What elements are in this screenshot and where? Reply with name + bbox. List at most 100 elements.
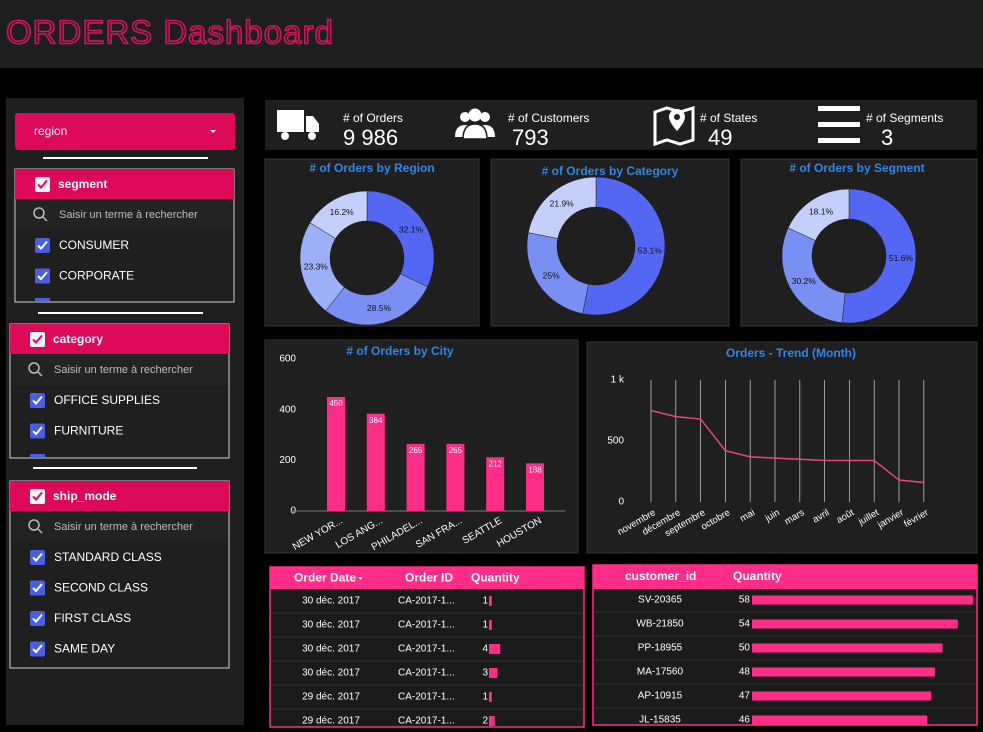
check-mark	[32, 334, 43, 344]
search-icon	[28, 362, 40, 374]
check-mark	[32, 491, 43, 501]
checkbox	[30, 454, 45, 457]
cell: AP-10915	[638, 691, 683, 702]
checkbox	[35, 298, 50, 301]
filter-title: ship_mode	[53, 489, 117, 503]
search-row	[11, 512, 228, 542]
search-icon	[42, 216, 48, 222]
data-label: 51.6%	[889, 253, 914, 263]
cell: 30 déc. 2017	[302, 644, 360, 655]
kpi-value: 793	[512, 125, 549, 150]
cell: CA-2017-1...	[398, 644, 455, 655]
quantity-bar	[752, 619, 958, 629]
dashboard-title: ORDERS Dashboard	[6, 14, 334, 51]
y-tick-label: 600	[279, 354, 296, 365]
column-header: Order ID	[405, 571, 453, 585]
kpi-value: 3	[881, 125, 893, 150]
bar	[366, 413, 385, 511]
chart-title: # of Orders by Region	[309, 161, 434, 175]
cell: SV-20365	[638, 595, 682, 606]
chart-panel	[586, 341, 978, 554]
filter-item: FIRST CLASS	[54, 611, 131, 625]
data-label: 25%	[543, 270, 560, 280]
search-icon	[37, 371, 43, 377]
cell: CA-2017-1...	[398, 668, 455, 679]
quantity-bar	[489, 692, 492, 702]
cell: CA-2017-1...	[398, 692, 455, 703]
check-mark	[32, 426, 43, 436]
kpi-value: 9 986	[343, 125, 398, 150]
bar	[526, 463, 544, 511]
column-header: customer_id	[625, 569, 696, 583]
chart-title: # of Orders by Segment	[789, 161, 924, 175]
cell: 1	[482, 596, 488, 607]
filter-item: SAME DAY	[54, 642, 115, 656]
kpi-label: # of Orders	[343, 111, 403, 125]
quantity-bar	[489, 644, 501, 654]
data-label: 21.9%	[550, 199, 575, 209]
bar	[446, 443, 465, 511]
table-header	[270, 567, 584, 589]
search-icon	[28, 519, 40, 531]
kpi-value: 49	[708, 125, 732, 150]
check-mark	[32, 583, 43, 593]
table-panel	[269, 566, 585, 728]
column-header: Quantity	[471, 571, 520, 585]
filter-item: OFFICE SUPPLIES	[54, 393, 160, 407]
filter-item: CORPORATE	[59, 269, 134, 283]
cell: 2	[482, 716, 488, 727]
data-label: 18.1%	[809, 206, 834, 216]
dropdown-arrow	[210, 130, 216, 133]
check-mark	[37, 240, 48, 250]
cell: CA-2017-1...	[398, 596, 455, 607]
cell: 47	[739, 691, 751, 702]
search-placeholder: Saisir un terme à rechercher	[54, 521, 193, 533]
cell: 54	[739, 619, 751, 630]
customers-icon	[455, 108, 495, 140]
y-tick-label: 400	[279, 404, 296, 415]
cell: 29 déc. 2017	[302, 692, 360, 703]
check-mark	[32, 644, 43, 654]
search-row	[16, 200, 233, 230]
column-header[interactable]: Order Date	[294, 571, 356, 585]
table-header	[593, 565, 977, 589]
data-label: 30.2%	[792, 276, 817, 286]
cell: 30 déc. 2017	[302, 620, 360, 631]
region-dropdown[interactable]	[15, 113, 235, 150]
segments-icon	[818, 106, 860, 143]
filter-item: SECOND CLASS	[54, 581, 148, 595]
truck-icon	[277, 110, 319, 140]
check-mark	[37, 271, 48, 281]
cell: 58	[739, 595, 751, 606]
quantity-bar	[752, 691, 932, 701]
kpi-label: # of Customers	[508, 111, 589, 125]
data-label: 212	[489, 459, 503, 468]
data-label: 384	[369, 416, 383, 425]
y-tick-label: 200	[279, 455, 296, 466]
bar	[327, 397, 345, 511]
cell: 48	[739, 667, 751, 678]
chart-title: # of Orders by Category	[542, 164, 679, 178]
quantity-bar	[489, 716, 495, 726]
quantity-bar	[489, 596, 492, 606]
quantity-bar	[752, 715, 928, 725]
data-label: 16.2%	[330, 207, 355, 217]
donut-slice	[841, 188, 917, 324]
quantity-bar	[489, 620, 492, 630]
cell: 30 déc. 2017	[302, 596, 360, 607]
check-mark	[32, 613, 43, 623]
cell: PP-18955	[638, 643, 683, 654]
search-icon	[37, 528, 43, 534]
y-tick-label: 0	[618, 497, 624, 508]
filter-header	[10, 324, 229, 354]
data-label: 265	[449, 446, 463, 455]
cell: MA-17560	[637, 667, 684, 678]
donut-slice	[781, 227, 846, 323]
filter-header	[15, 169, 234, 199]
cell: 29 déc. 2017	[302, 716, 360, 727]
search-row	[11, 355, 228, 385]
filter-title: category	[53, 332, 103, 346]
donut-slice	[309, 190, 368, 239]
